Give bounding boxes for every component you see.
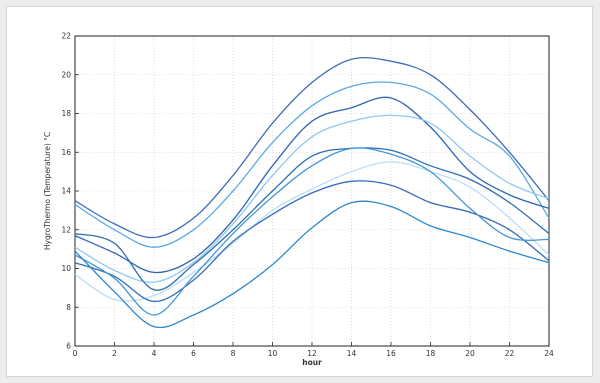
x-tick-label: 16 bbox=[386, 349, 396, 358]
x-tick-label: 0 bbox=[73, 349, 78, 358]
series-line-4 bbox=[74, 114, 550, 283]
x-tick-label: 12 bbox=[307, 349, 317, 358]
x-tick-label: 10 bbox=[268, 349, 278, 358]
x-tick-label: 22 bbox=[505, 349, 515, 358]
x-tick-label: 20 bbox=[465, 349, 475, 358]
x-tick-label: 2 bbox=[112, 349, 117, 358]
y-tick-label: 16 bbox=[61, 148, 71, 157]
series-line-7 bbox=[74, 180, 550, 303]
y-tick-label: 20 bbox=[61, 70, 71, 79]
x-axis-ticks: 0 2 4 6 8 10 12 14 16 18 20 22 24 bbox=[73, 342, 554, 358]
x-tick-label: 18 bbox=[426, 349, 436, 358]
chart-frame bbox=[6, 6, 593, 377]
y-tick-label: 12 bbox=[61, 225, 71, 234]
series-line-2 bbox=[74, 81, 550, 248]
y-axis-ticks: 6 8 10 12 14 16 18 20 22 bbox=[61, 32, 79, 351]
y-axis-label: HygroThermo (Temperature) °C bbox=[43, 132, 52, 250]
x-tick-label: 4 bbox=[152, 349, 157, 358]
series-line-1 bbox=[74, 56, 550, 239]
series-line-3 bbox=[74, 96, 550, 274]
x-tick-label: 6 bbox=[191, 349, 196, 358]
series-line-9 bbox=[74, 200, 550, 329]
y-tick-label: 8 bbox=[66, 303, 71, 312]
x-axis-label: hour bbox=[302, 358, 322, 367]
x-tick-label: 24 bbox=[544, 349, 554, 358]
x-tick-label: 14 bbox=[347, 349, 357, 358]
y-tick-label: 10 bbox=[61, 264, 71, 273]
series-line-6 bbox=[74, 161, 550, 302]
x-tick-label: 8 bbox=[231, 349, 236, 358]
y-tick-label: 22 bbox=[61, 32, 71, 41]
series-line-5 bbox=[74, 147, 550, 291]
y-tick-label: 14 bbox=[61, 187, 71, 196]
y-tick-label: 18 bbox=[61, 109, 71, 118]
series-line-8 bbox=[74, 147, 550, 316]
y-tick-label: 6 bbox=[66, 342, 71, 351]
series-lines bbox=[74, 56, 550, 329]
